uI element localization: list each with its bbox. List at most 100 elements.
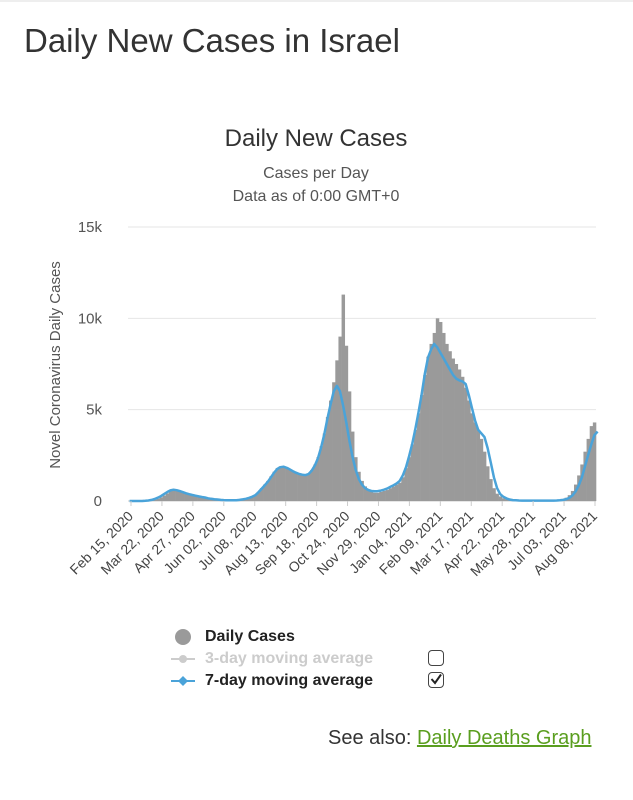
toggle-7-day-checkbox[interactable] [428,672,444,688]
bar [351,431,355,501]
bar [457,369,462,501]
legend-item-3-day-average[interactable]: 3-day moving average [170,648,470,670]
bar [335,360,339,501]
circle-icon [175,629,191,645]
bar [398,482,402,501]
bar [445,343,449,501]
bar [577,475,581,501]
bar [489,479,493,501]
bar [501,498,506,501]
bar [429,343,433,501]
bar [338,336,342,501]
bar [206,498,210,501]
bar [413,429,418,501]
bar [263,484,267,501]
legend-item-daily-cases[interactable]: Daily Cases [170,626,470,648]
bar [495,493,499,501]
bar [369,491,374,501]
bar [278,466,283,501]
bar [504,499,509,501]
bar [187,494,192,501]
bar [467,400,471,501]
bar [420,395,424,501]
bar [382,490,386,501]
y-tick-label: 10k [78,310,103,327]
bar [307,473,311,501]
legend-label: 3-day moving average [205,650,374,667]
bar [259,488,264,501]
bar [316,457,320,501]
bar [168,490,173,501]
chart-subtitle-line: Data as of 0:00 GMT+0 [233,188,400,205]
legend-label: Daily Cases [205,628,295,645]
bar [460,376,465,501]
bar [184,493,188,501]
line-marker-icon [171,676,195,686]
bar [247,497,251,501]
bar [589,426,594,501]
page-title: Daily New Cases in Israel [24,22,400,59]
bar [401,477,405,501]
toggle-3-day-checkbox[interactable] [428,650,444,666]
line-marker-icon [171,655,195,663]
bar [372,492,377,501]
see-also-prefix: See also: [328,727,412,749]
gridlines [128,226,596,502]
bar [325,416,330,501]
legend-item-7-day-average[interactable]: 7-day moving average [170,670,470,692]
bar [193,495,198,501]
bar [379,491,383,501]
bar [272,471,276,501]
bar [416,413,421,501]
bar [200,496,204,501]
daily-cases-chart: Daily New Cases Cases per Day Data as of… [47,125,600,579]
bar [285,467,289,501]
bar [426,356,430,501]
bar [448,351,452,501]
bar [332,382,336,501]
bar [492,488,496,501]
bar [438,321,443,501]
bar [498,496,503,501]
bar [269,476,273,501]
bar [303,475,308,501]
bar [423,374,427,501]
bar [319,446,324,501]
bar [473,422,477,501]
bar [407,457,411,501]
bar [297,473,302,501]
y-tick-label: 0 [94,493,102,510]
legend-label: 7-day moving average [205,672,374,689]
y-axis-ticks: 0 5k 10k 15k [78,219,103,510]
bar [171,489,176,501]
checkmark-icon [430,673,442,685]
bar [203,497,207,501]
bar [451,358,455,501]
bar [313,464,317,501]
bar [253,495,258,501]
bar [388,488,393,501]
bar-series-daily-cases [146,294,597,501]
bar [354,457,358,501]
y-tick-label: 5k [86,402,102,419]
bar [410,444,415,501]
daily-deaths-graph-link[interactable]: Daily Deaths Graph [416,727,592,749]
bar [291,470,295,501]
bar [281,466,286,501]
bar [454,364,459,501]
bar [175,490,179,501]
bar [197,496,201,501]
bar [153,499,157,501]
bar [486,466,490,501]
bar [482,451,487,501]
bar [432,332,437,501]
see-also: See also: Daily Deaths Graph [328,727,591,750]
bar [366,490,371,501]
bar [256,491,261,501]
top-divider [0,0,633,2]
bar [360,480,364,501]
bar [394,484,399,501]
bar [586,438,591,501]
bar [288,469,292,501]
